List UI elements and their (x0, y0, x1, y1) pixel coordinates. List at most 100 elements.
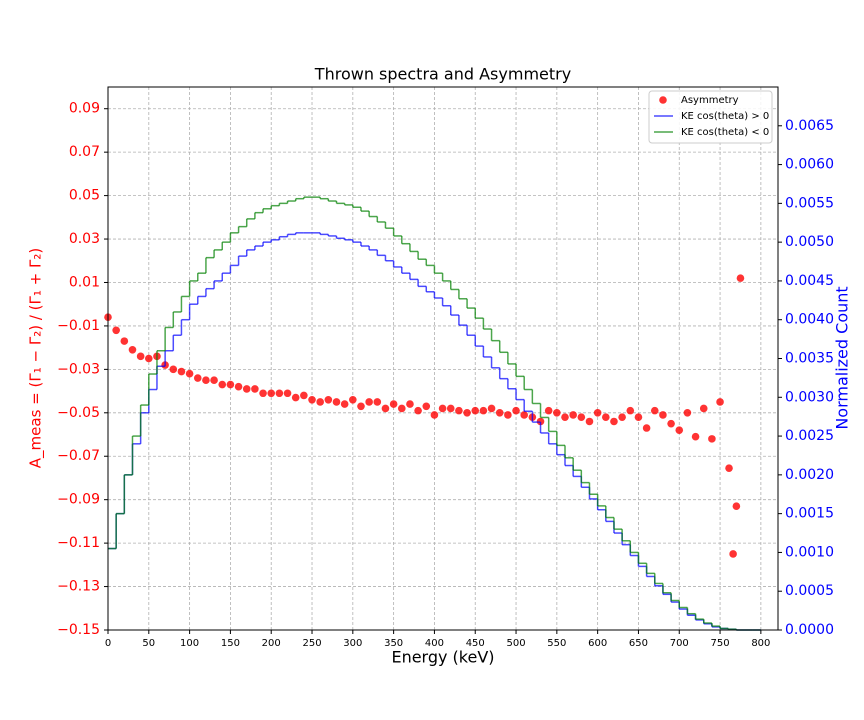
scatter-point (340, 400, 349, 408)
scatter-point (169, 365, 178, 374)
scatter-point (561, 413, 569, 421)
scatter-point (716, 398, 724, 406)
x-tick-label: 400 (425, 638, 444, 649)
y2-tick-label: 0.0010 (785, 544, 834, 560)
scatter-point (495, 409, 504, 417)
scatter-point (650, 406, 659, 415)
y-tick-label: −0.07 (57, 448, 100, 464)
x-tick-label: 650 (629, 638, 648, 649)
scatter-point (667, 419, 675, 428)
scatter-point (699, 404, 708, 413)
plot-frame (107, 86, 779, 631)
y-tick-label: −0.09 (57, 492, 100, 508)
x-axis-label: Energy (keV) (391, 648, 494, 667)
x-tick-label: 200 (262, 638, 281, 649)
y-tick-label: 0.09 (69, 101, 100, 117)
scatter-point (430, 411, 439, 419)
y2-tick-label: 0.0040 (785, 312, 834, 328)
y-tick-label: −0.15 (57, 622, 100, 638)
y2-tick-label: 0.0060 (785, 157, 834, 173)
y2-tick-label: 0.0035 (785, 351, 834, 367)
x-tick-label: 300 (343, 638, 362, 649)
x-tick-label: 550 (547, 638, 566, 649)
scatter-point (267, 389, 276, 398)
y2-tick-label: 0.0055 (785, 195, 834, 211)
y-tick-label: −0.01 (57, 318, 100, 334)
legend-marker (659, 96, 667, 104)
scatter-point (610, 417, 618, 426)
y2-tick-label: 0.0005 (785, 583, 834, 599)
y2-tick-label: 0.0030 (785, 389, 834, 405)
scatter-point (365, 398, 373, 406)
x-tick-label: 450 (466, 638, 485, 649)
scatter-point (218, 380, 227, 389)
scatter-point (487, 404, 496, 413)
scatter-point (736, 274, 745, 282)
scatter-point (308, 395, 316, 404)
scatter-point (683, 409, 692, 417)
y-tick-label: −0.13 (57, 579, 100, 595)
scatter-point (553, 409, 561, 417)
scatter-point (193, 374, 202, 382)
scatter-point (729, 550, 737, 558)
scatter-point (455, 406, 463, 415)
scatter-point (463, 409, 471, 417)
scatter-point (626, 406, 635, 415)
scatter-point (357, 402, 365, 411)
x-tick-label: 250 (302, 638, 321, 649)
scatter-point (544, 406, 553, 415)
scatter-point (234, 382, 243, 391)
scatter-point (300, 391, 308, 400)
scatter-point (185, 369, 194, 378)
scatter-point (414, 406, 422, 415)
scatter-point (226, 380, 235, 389)
scatter-point (732, 502, 741, 510)
y2-tick-label: 0.0025 (785, 428, 834, 444)
legend-label: KE cos(theta) < 0 (681, 127, 769, 138)
scatter-point (373, 398, 382, 406)
x-tick-label: 0 (105, 638, 111, 649)
chart-title: Thrown spectra and Asymmetry (314, 65, 571, 84)
scatter-point (691, 432, 700, 441)
scatter-point (422, 402, 431, 411)
scatter-point (349, 395, 357, 404)
y2-tick-label: 0.0020 (785, 467, 834, 483)
y-tick-label: −0.11 (57, 535, 100, 551)
scatter-point (202, 376, 210, 385)
scatter-point (324, 395, 333, 404)
scatter-point (145, 354, 153, 363)
scatter-point (381, 404, 390, 413)
scatter-point (569, 411, 577, 419)
y2-tick-label: 0.0065 (785, 118, 834, 134)
legend-box (648, 90, 773, 144)
x-tick-label: 500 (506, 638, 525, 649)
y-tick-label: 0.03 (69, 231, 100, 247)
scatter-point (471, 406, 480, 415)
scatter-point (316, 398, 324, 406)
scatter-point (675, 426, 684, 434)
y-axis-label: A_meas = (Γ₁ − Γ₂) / (Γ₁ + Γ₂) (27, 248, 46, 468)
scatter-point (177, 367, 186, 376)
x-tick-label: 100 (180, 638, 199, 649)
scatter-point (397, 404, 406, 413)
legend-label: KE cos(theta) > 0 (681, 111, 769, 122)
scatter-point (618, 413, 626, 421)
y2-axis-label: Normalized Count (833, 286, 852, 429)
x-tick-label: 750 (711, 638, 730, 649)
y2-tick-label: 0.0045 (785, 273, 834, 289)
scatter-point (512, 406, 520, 415)
scatter-point (725, 464, 733, 472)
scatter-point (479, 406, 488, 415)
y2-tick-label: 0.0050 (785, 234, 834, 250)
scatter-point (634, 413, 643, 421)
x-tick-label: 350 (384, 638, 403, 649)
scatter-point (446, 404, 455, 413)
scatter-point (602, 413, 610, 421)
y2-tick-label: 0.0000 (785, 622, 834, 638)
scatter-point (136, 352, 145, 361)
scatter-point (291, 393, 300, 402)
scatter-point (332, 398, 341, 406)
scatter-point (642, 424, 651, 432)
